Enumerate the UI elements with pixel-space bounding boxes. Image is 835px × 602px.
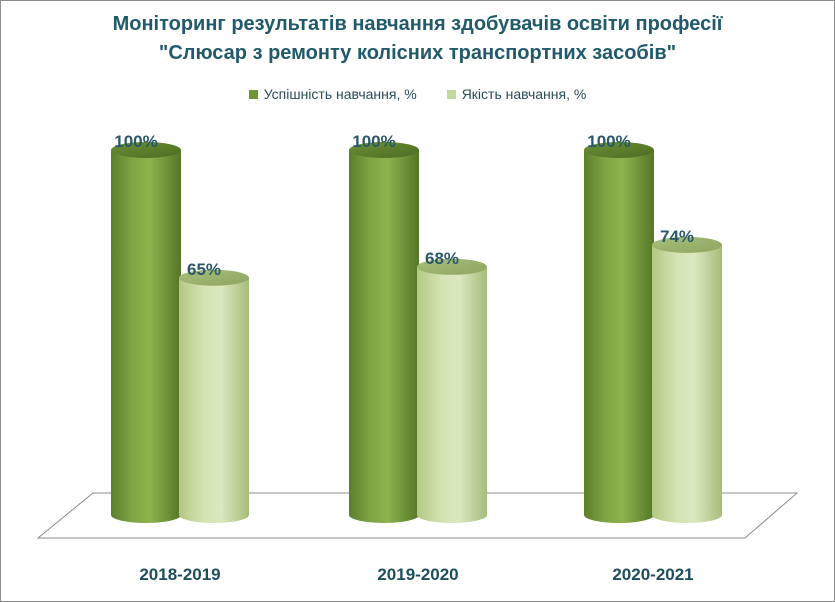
x-tick-2020-2021: 2020-2021 [612,565,693,584]
bar-success-2020-2021 [584,142,654,523]
legend-item-success: Успішність навчання, % [248,86,417,102]
bar-success-2018-2019 [111,142,181,523]
legend-label-success: Успішність навчання, % [263,86,417,102]
bar-quality-2020-2021 [652,236,722,523]
data-label-quality-2020-2021: 74% [660,227,694,246]
data-label-success-2019-2020: 100% [352,132,395,151]
legend-item-quality: Якість навчання, % [446,86,587,102]
bar-success-2019-2020 [349,142,419,523]
x-tick-2018-2019: 2018-2019 [139,565,220,584]
data-label-success-2018-2019: 100% [114,132,157,151]
chart-title: Моніторинг результатів навчання здобувач… [0,10,835,68]
chart-title-line-2: "Слюсар з ремонту колісних транспортних … [158,42,677,64]
chart-title-line-1: Моніторинг результатів навчання здобувач… [112,13,723,35]
legend-swatch-success [248,89,258,99]
legend-label-quality: Якість навчання, % [461,86,587,102]
chart-x-ticks: 2018-2019 2019-2020 2020-2021 [139,565,693,584]
bar-quality-2018-2019 [179,269,249,523]
bar-quality-2019-2020 [417,258,487,523]
x-tick-2019-2020: 2019-2020 [377,565,458,584]
chart-bars: 100% 65% 100% 68% 100% 74% [111,132,722,523]
legend-swatch-quality [446,89,456,99]
data-label-quality-2019-2020: 68% [425,249,459,268]
data-label-success-2020-2021: 100% [587,132,630,151]
chart-legend: Успішність навчання, % Якість навчання, … [0,86,835,102]
data-label-quality-2018-2019: 65% [187,260,221,279]
